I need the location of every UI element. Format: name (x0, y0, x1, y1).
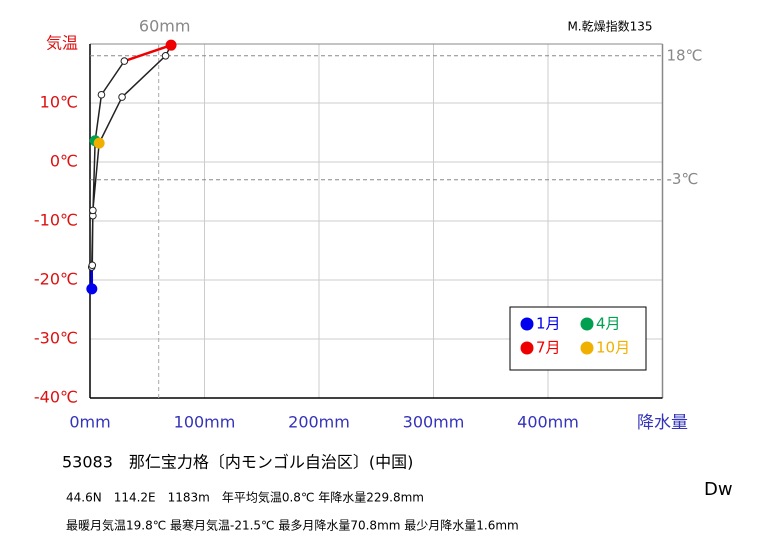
x-tick-label: 0mm (69, 413, 110, 432)
x-axis-title: 降水量 (637, 413, 688, 433)
month-point (120, 57, 129, 65)
dryness-index: M.乾燥指数135 (567, 19, 652, 34)
y-tick-label: 0℃ (50, 152, 78, 171)
legend-label: 10月 (596, 339, 630, 357)
month-point (86, 283, 98, 295)
station: 53083 那仁宝力格〔内モンゴル自治区〕(中国) (62, 453, 413, 472)
month-point (88, 261, 97, 270)
month-point (89, 206, 97, 215)
legend-marker (580, 341, 594, 355)
legend-label: 7月 (536, 339, 561, 357)
legend-label: 4月 (596, 315, 621, 333)
month-point (97, 90, 106, 99)
x-tick-label: 400mm (517, 413, 579, 432)
reference-label: -3℃ (667, 170, 699, 188)
y-axis-title: 気温 (46, 34, 78, 53)
y-tick-label: -40℃ (34, 388, 78, 407)
legend-marker (520, 317, 534, 331)
legend-marker (580, 317, 594, 331)
climate-type: Dw (704, 479, 733, 500)
x-tick-label: 100mm (174, 413, 236, 432)
reference-label: 18℃ (667, 46, 703, 64)
info-line: 44.6N 114.2E 1183m 年平均気温0.8℃ 年降水量229.8mm (66, 490, 424, 505)
y-tick-label: -30℃ (34, 329, 78, 348)
highlight-segment (123, 43, 172, 63)
x-tick-label: 300mm (403, 413, 465, 432)
y-tick-label: -20℃ (34, 270, 78, 289)
month-point (93, 137, 105, 149)
month-point (118, 93, 126, 101)
legend-label: 1月 (536, 315, 561, 333)
info-line: 最暖月気温19.8℃ 最寒月気温-21.5℃ 最多月降水量70.8mm 最少月降… (66, 518, 519, 533)
x-tick-label: 200mm (288, 413, 350, 432)
month-point (165, 39, 177, 51)
y-tick-label: 10℃ (40, 93, 78, 112)
legend-marker (520, 341, 534, 355)
y-tick-label: -10℃ (34, 211, 78, 230)
legend-box (509, 306, 647, 371)
month-point (161, 52, 170, 60)
reference-label: 60mm (139, 17, 191, 36)
